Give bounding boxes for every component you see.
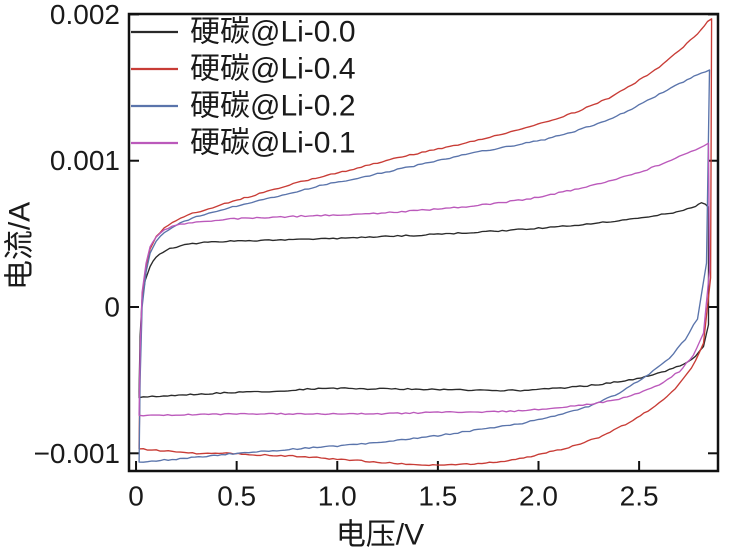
x-tick-label: 1.5 (418, 481, 457, 512)
cv-curve-li-0-2 (138, 69, 711, 463)
plot-area: 0 0.5 1.0 1.5 2.0 2.5 −0.001 0 0.001 0.002 (34, 0, 720, 512)
y-tick-label: 0.001 (50, 145, 120, 176)
cv-curve-li-0-1 (138, 142, 711, 417)
legend-item-li-0-2: 硬碳@Li-0.2 (131, 90, 356, 123)
legend-item-li-0-4: 硬碳@Li-0.4 (131, 53, 356, 86)
legend-label-li-0-2: 硬碳@Li-0.2 (190, 90, 356, 123)
x-tick-label: 0 (128, 481, 144, 512)
y-tick-label: −0.001 (34, 438, 120, 469)
legend-item-li-0-1: 硬碳@Li-0.1 (131, 127, 356, 160)
y-tick-label: 0 (104, 292, 120, 323)
legend: 硬碳@Li-0.0 硬碳@Li-0.4 硬碳@Li-0.2 硬碳@Li-0.1 (131, 16, 356, 160)
x-tick-label: 2.5 (620, 481, 659, 512)
x-axis-title: 电压/V (336, 519, 424, 552)
legend-label-li-0-0: 硬碳@Li-0.0 (190, 16, 356, 49)
legend-label-li-0-4: 硬碳@Li-0.4 (190, 53, 356, 86)
y-tick-label: 0.002 (50, 0, 120, 30)
x-tick-label: 1.0 (318, 481, 357, 512)
legend-item-li-0-0: 硬碳@Li-0.0 (131, 16, 356, 49)
y-axis-title: 电流/A (4, 202, 37, 290)
legend-label-li-0-1: 硬碳@Li-0.1 (190, 127, 356, 160)
cv-curve-li-0-4 (138, 18, 713, 467)
x-tick-label: 2.0 (519, 481, 558, 512)
plot-frame (127, 12, 720, 473)
cv-curve-li-0-0 (138, 202, 710, 399)
x-tick-label: 0.5 (217, 481, 256, 512)
